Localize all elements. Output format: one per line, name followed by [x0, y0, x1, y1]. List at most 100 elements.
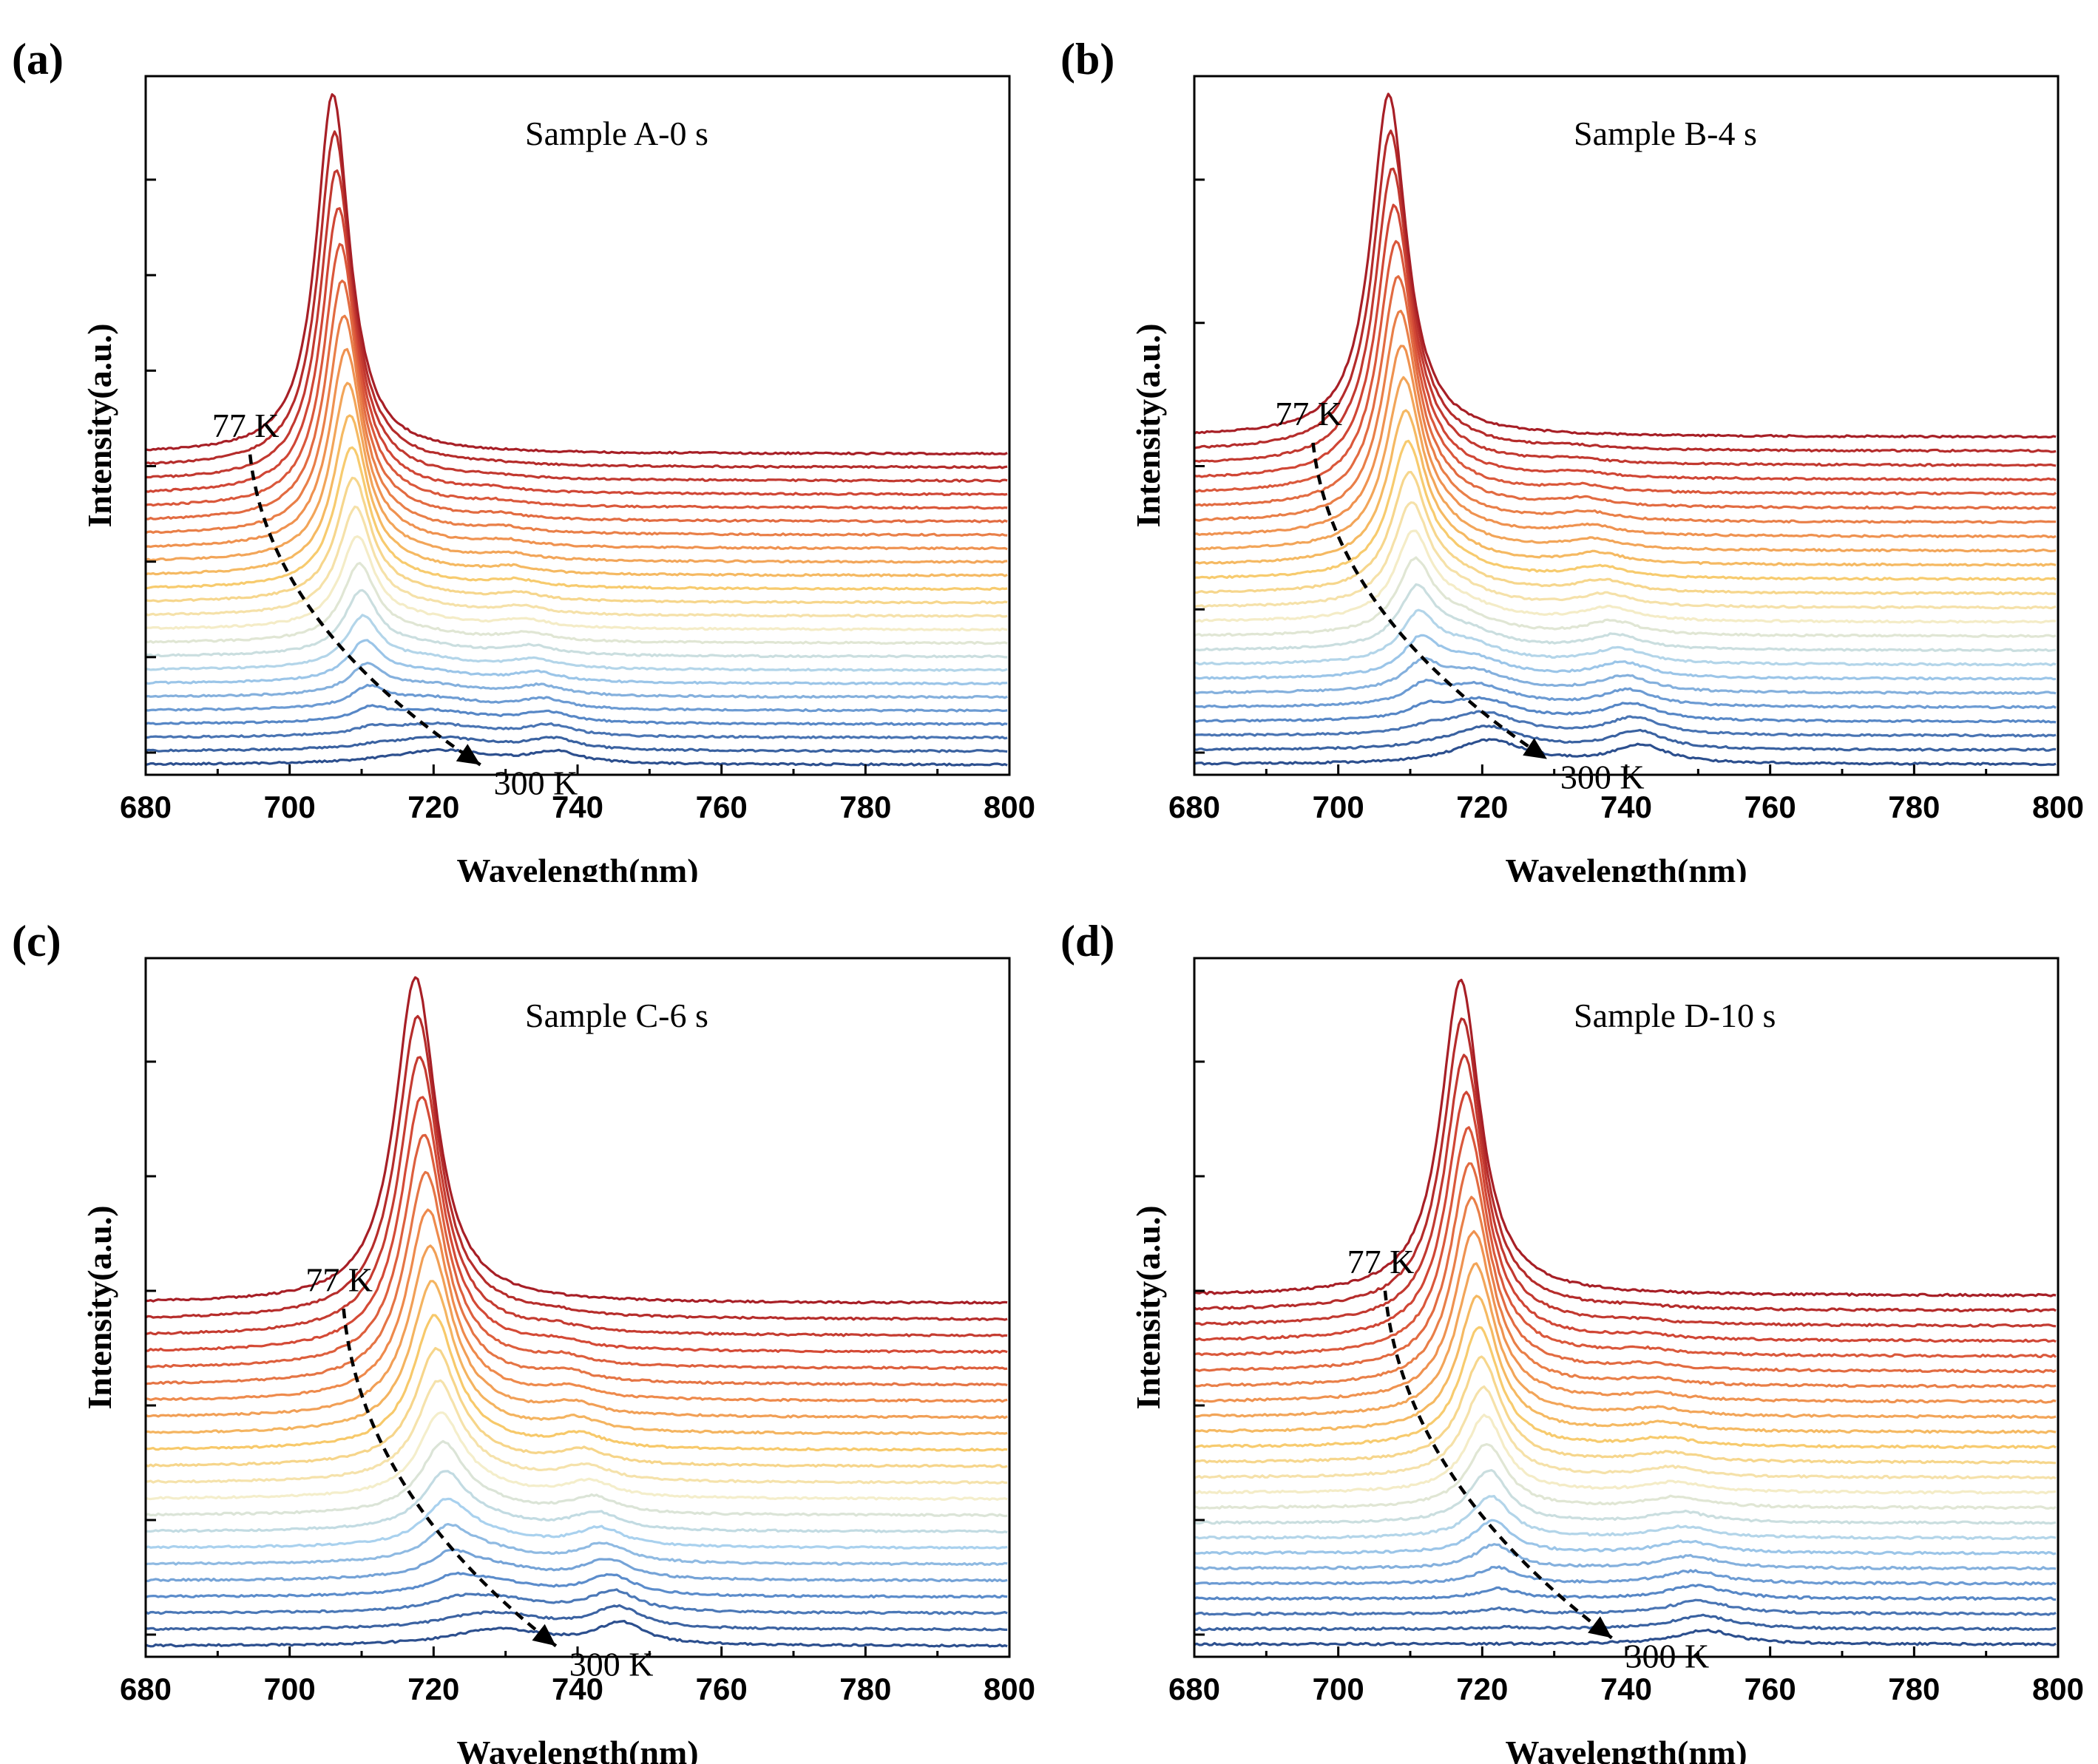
x-axis-title: Wavelength(nm) [1505, 1734, 1747, 1764]
spectrum-curve [146, 1170, 1008, 1387]
x-axis-title: Wavelength(nm) [456, 1734, 698, 1764]
x-tick-label: 760 [696, 1672, 748, 1706]
spectrum-curve [1194, 439, 2057, 581]
spectrum-curve [1194, 1126, 2057, 1359]
panel-b: 680 700 720 740 760 780 800 Wavelength(nm) Inten… [1049, 0, 2097, 882]
spectrum-curve [1194, 710, 2057, 738]
spectrum-curve [146, 1497, 1008, 1550]
spectrum-curve [146, 207, 1008, 497]
spectrum-curve [1194, 1598, 2057, 1616]
spectrum-curve [146, 1604, 1008, 1632]
spectrum-curve [1194, 345, 2057, 539]
spectrum-curve [1194, 309, 2057, 524]
spectrum-curve [1194, 608, 2057, 667]
spectrum-curve [146, 1314, 1008, 1452]
spectrum-curve [146, 130, 1008, 469]
spectrum-curve [146, 1056, 1008, 1337]
spectrum-curve [146, 662, 1008, 699]
panel-letter: (d) [1060, 917, 1114, 966]
spectrum-curve [146, 279, 1008, 523]
spectrum-curve [1194, 556, 2057, 638]
y-axis-title: Intensity(a.u.) [1129, 323, 1167, 527]
spectrum-curve [146, 704, 1008, 726]
x-tick-label: 780 [839, 790, 891, 824]
spectra-group [1194, 92, 2057, 767]
sample-label: Sample C-6 s [525, 997, 708, 1034]
spectrum-curve [1194, 1054, 2057, 1328]
x-tick-label: 800 [984, 1672, 1035, 1706]
y-axis-title: Intensity(a.u.) [81, 323, 118, 527]
spectrum-curve [146, 1280, 1008, 1436]
spectrum-curve [1194, 129, 2057, 453]
spectrum-curve [146, 1439, 1008, 1518]
x-tick-label: 760 [1745, 1672, 1796, 1706]
spectrum-curve [146, 414, 1008, 577]
temperature-arrowhead [456, 744, 481, 765]
spectra-group [1194, 978, 2057, 1646]
spectrum-curve [1194, 1262, 2057, 1419]
spectrum-curve [1194, 470, 2057, 596]
spectrum-curve [1194, 1414, 2057, 1495]
spectrum-curve [146, 242, 1008, 510]
panel-letter: (c) [12, 917, 61, 966]
spectrum-curve [1194, 725, 2057, 752]
temperature-arrowhead [1523, 738, 1547, 759]
x-axis-title: Wavelength(nm) [1505, 852, 1747, 882]
x-tick-label: 740 [1600, 1672, 1652, 1706]
spectrum-curve [146, 1523, 1008, 1567]
sample-label: Sample B-4 s [1574, 115, 1757, 152]
spectrum-curve [146, 169, 1008, 483]
spectrum-curve [146, 476, 1008, 605]
x-tick-label: 680 [1168, 790, 1220, 824]
spectrum-curve [146, 446, 1008, 591]
temperature-arrow [1383, 1290, 1613, 1640]
x-tick-label: 740 [552, 790, 603, 824]
spectrum-curve [146, 639, 1008, 686]
spectrum-curve [1194, 275, 2057, 510]
sample-label: Sample D-10 s [1574, 997, 1776, 1034]
spectrum-curve [146, 1346, 1008, 1468]
spectrum-curve [1194, 1565, 2057, 1586]
x-tick-label: 800 [984, 790, 1035, 824]
spectrum-curve [1194, 240, 2057, 496]
x-tick-label: 800 [2032, 1672, 2084, 1706]
x-tick-label: 700 [1313, 790, 1364, 824]
spectrum-curve [1194, 1355, 2057, 1465]
x-tick-label: 780 [839, 1672, 891, 1706]
x-tick-label: 700 [264, 1672, 316, 1706]
spectrum-curve [146, 683, 1008, 713]
spectrum-curve [146, 1208, 1008, 1403]
spectrum-curve [1194, 1628, 2057, 1646]
x-tick-label: 780 [1888, 790, 1940, 824]
x-axis-title: Wavelength(nm) [456, 852, 698, 882]
sample-label: Sample A-0 s [525, 115, 708, 152]
chart-b: 680 700 720 740 760 780 800 Wavelength(nm) Inten… [1060, 35, 2084, 882]
panel-letter: (a) [12, 35, 64, 84]
temp-label-300k: 300 K [1560, 759, 1645, 796]
spectrum-curve [146, 505, 1008, 618]
y-axis-title: Intensity(a.u.) [1129, 1205, 1167, 1409]
spectrum-curve [146, 347, 1008, 551]
spectrum-curve [1194, 376, 2057, 553]
spectrum-curve [146, 1379, 1008, 1485]
spectrum-curve [1194, 696, 2057, 724]
x-tick-label: 720 [1456, 790, 1508, 824]
spectrum-curve [146, 721, 1008, 740]
spectrum-curve [146, 535, 1008, 632]
spectrum-curve [1194, 1519, 2057, 1556]
spectrum-curve [146, 93, 1008, 456]
x-tick-label: 700 [1313, 1672, 1364, 1706]
spectrum-curve [146, 562, 1008, 645]
temperature-arrowhead [1588, 1616, 1612, 1638]
x-tick-label: 680 [120, 790, 172, 824]
plot-frame [144, 957, 1011, 1658]
spectrum-curve [1194, 1326, 2057, 1450]
x-tick-label: 740 [552, 1672, 603, 1706]
spectrum-curve [1194, 1229, 2057, 1404]
spectrum-curve [1194, 634, 2057, 681]
spectra-group [146, 93, 1008, 767]
spectrum-curve [146, 314, 1008, 537]
spectrum-curve [146, 1133, 1008, 1371]
spectrum-curve [1194, 657, 2057, 695]
panel-c: 680 700 720 740 760 780 800 Wavelength(nm) Inten… [0, 882, 1049, 1764]
